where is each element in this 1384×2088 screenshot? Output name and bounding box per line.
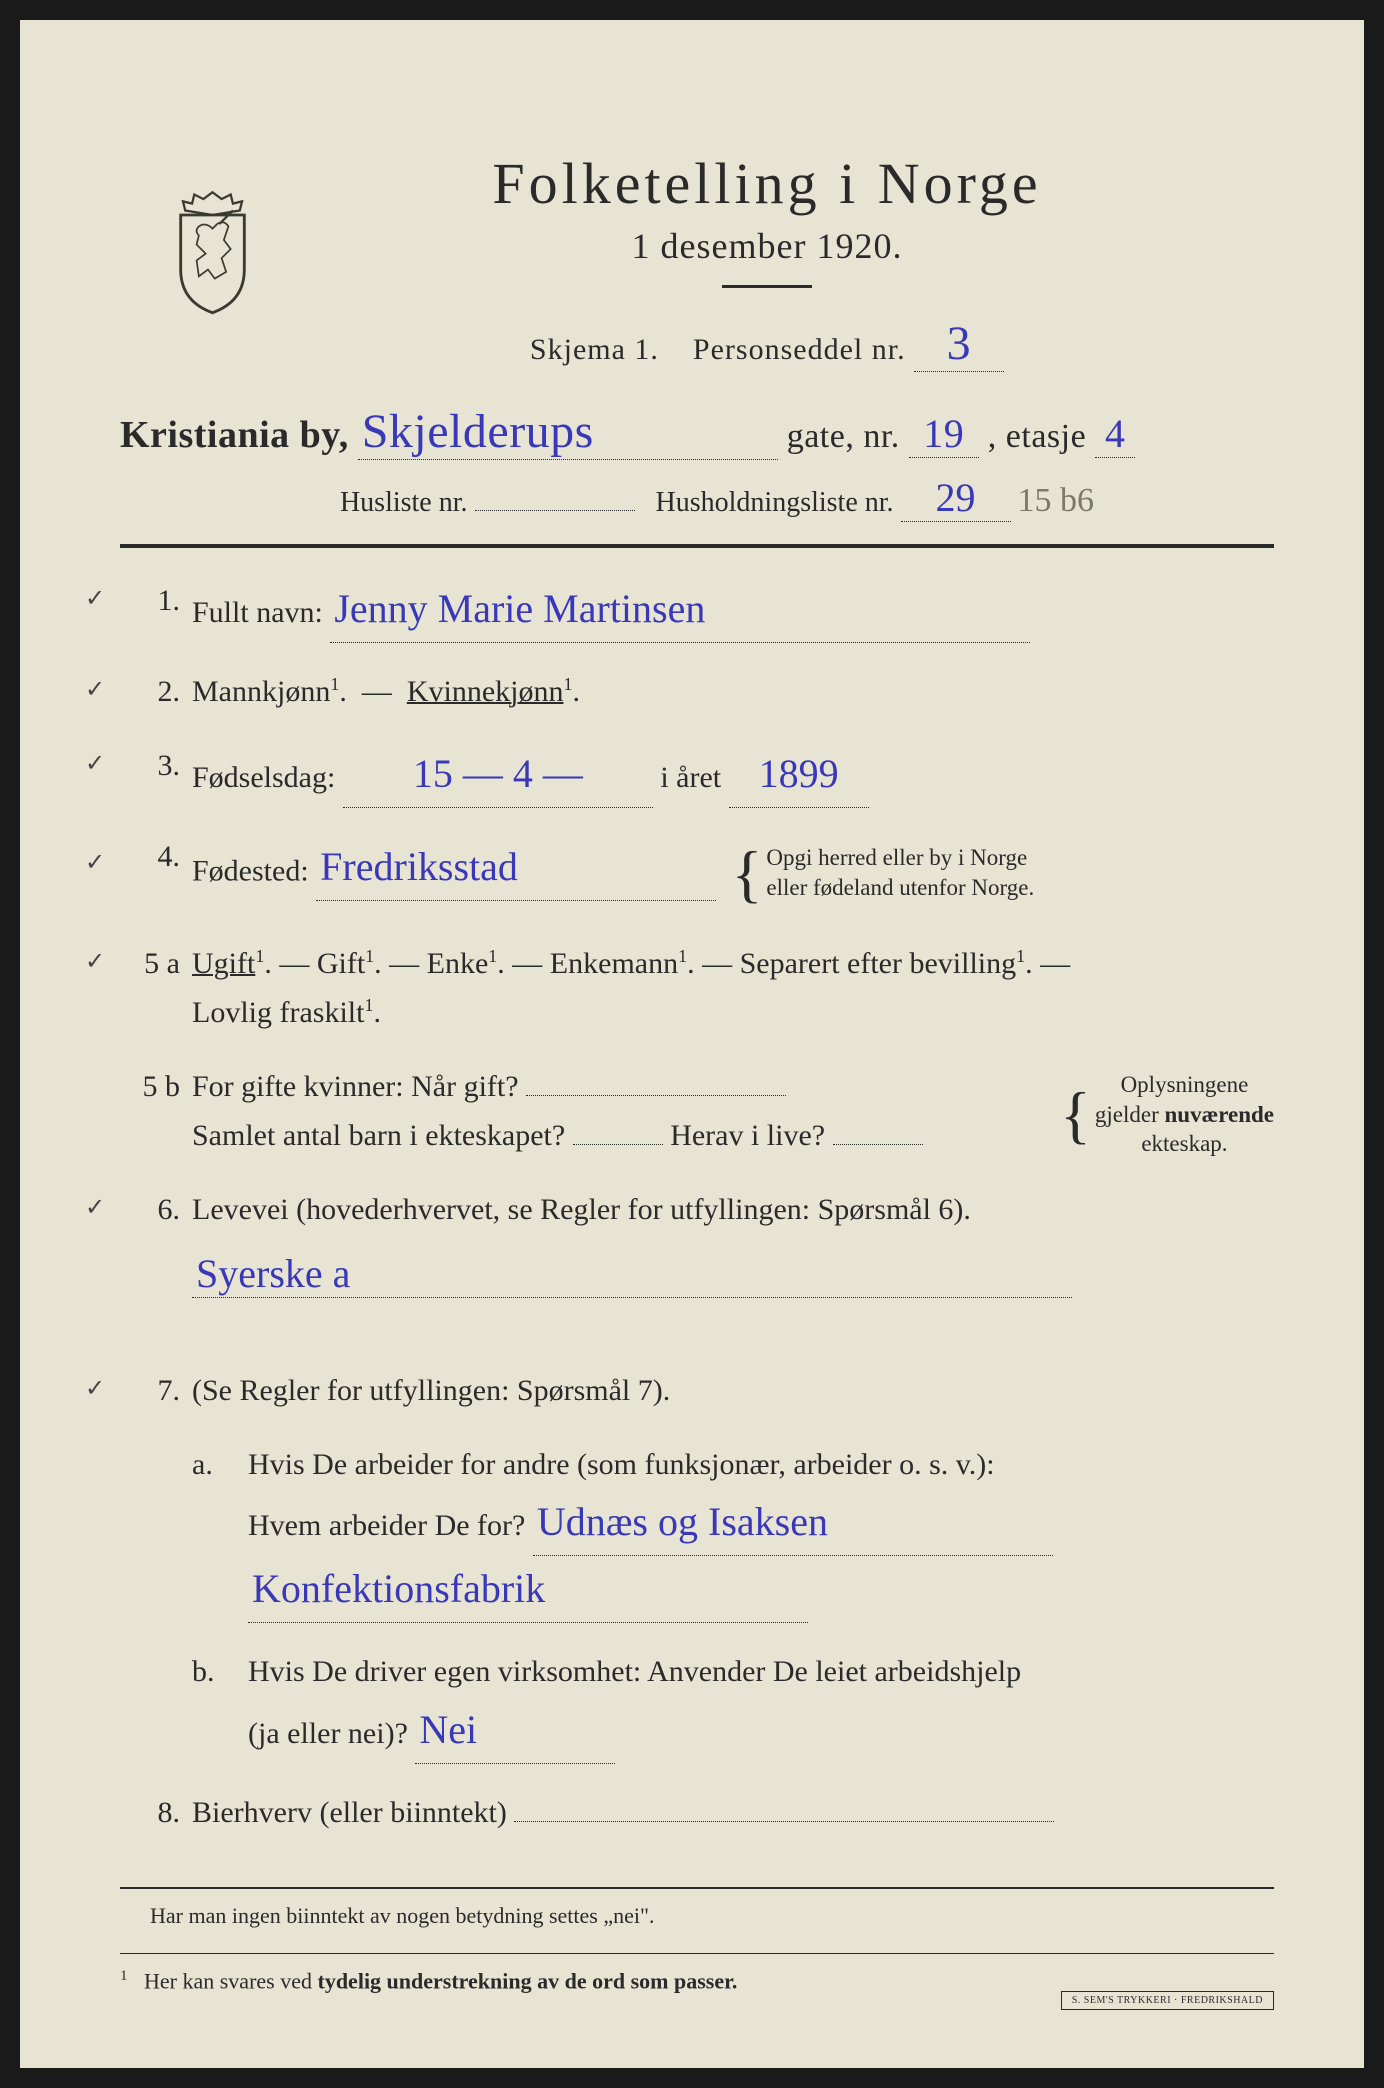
q7: ✓ 7. (Se Regler for utfyllingen: Spørsmå… — [120, 1366, 1274, 1416]
section-divider — [120, 544, 1274, 548]
printer-mark: S. SEM'S TRYKKERI · FREDRIKSHALD — [1061, 1991, 1274, 2010]
census-date: 1 desember 1920. — [260, 225, 1274, 267]
main-title: Folketelling i Norge — [260, 150, 1274, 217]
schema-line: Skjema 1. Personseddel nr. 3 — [260, 316, 1274, 372]
pencil-annotation: 15 b6 — [1018, 482, 1095, 519]
census-form-page: Folketelling i Norge 1 desember 1920. Sk… — [20, 20, 1364, 2068]
q7b: b. Hvis De driver egen virksomhet: Anven… — [120, 1647, 1274, 1764]
occupation: Syerske a — [196, 1251, 350, 1296]
header-block: Folketelling i Norge 1 desember 1920. Sk… — [260, 150, 1274, 372]
q6-answer: Syerske a — [120, 1250, 1274, 1298]
gender-female-selected: Kvinnekjønn — [407, 675, 564, 708]
q2: ✓ 2. Mannkjønn1. — Kvinnekjønn1. — [120, 667, 1274, 717]
checkmark-icon: ✓ — [85, 943, 105, 983]
q7a: a. Hvis De arbeider for andre (som funks… — [120, 1440, 1274, 1624]
checkmark-icon: ✓ — [85, 1189, 105, 1229]
gate-nr: 19 — [923, 411, 964, 456]
checkmark-icon: ✓ — [85, 844, 105, 884]
birthplace: Fredriksstad — [320, 844, 518, 889]
footer-divider — [120, 1887, 1274, 1889]
q1: ✓ 1. Fullt navn: Jenny Marie Martinsen — [120, 576, 1274, 643]
etasje-nr: 4 — [1105, 411, 1126, 456]
q6: ✓ 6. Levevei (hovederhvervet, se Regler … — [120, 1185, 1274, 1235]
marital-ugift-selected: Ugift — [192, 947, 255, 980]
employer-line1: Udnæs og Isaksen — [537, 1499, 828, 1544]
location-line: Kristiania by, Skjelderups gate, nr. 19 … — [120, 404, 1274, 460]
checkmark-icon: ✓ — [85, 671, 105, 711]
q5b: 5 b For gifte kvinner: Når gift? Samlet … — [120, 1062, 1274, 1161]
q4: ✓ 4. Fødested: Fredriksstad {Opgi herred… — [120, 832, 1274, 915]
title-divider — [722, 285, 812, 288]
birth-day-month: 15 — 4 — — [413, 751, 583, 796]
coat-of-arms-icon — [165, 190, 260, 315]
checkmark-icon: ✓ — [85, 580, 105, 620]
full-name: Jenny Marie Martinsen — [334, 586, 705, 631]
husholdning-nr: 29 — [936, 475, 976, 520]
q3: ✓ 3. Fødselsdag: 15 — 4 — i året 1899 — [120, 741, 1274, 808]
q5a: ✓ 5 a Ugift1. — Gift1. — Enke1. — Enkema… — [120, 939, 1274, 1038]
q5b-note: {Oplysningenegjelder nuværendeekteskap. — [1060, 1070, 1274, 1160]
husliste-line: Husliste nr. Husholdningsliste nr. 29 15… — [160, 474, 1274, 522]
employer-line2: Konfektionsfabrik — [252, 1566, 545, 1611]
q8: 8. Bierhverv (eller biinntekt) — [120, 1788, 1274, 1838]
q4-note: {Opgi herred eller by i Norgeeller fødel… — [732, 832, 1035, 915]
hired-help-answer: Nei — [419, 1707, 477, 1752]
footer-divider-2 — [120, 1953, 1274, 1955]
husliste-nr — [475, 510, 635, 511]
birth-year: 1899 — [759, 751, 839, 796]
checkmark-icon: ✓ — [85, 1370, 105, 1410]
personseddel-nr: 3 — [947, 317, 972, 370]
footnote-1: Har man ingen biinntekt av nogen betydni… — [120, 1903, 1274, 1929]
checkmark-icon: ✓ — [85, 745, 105, 785]
street-name: Skjelderups — [362, 405, 594, 458]
